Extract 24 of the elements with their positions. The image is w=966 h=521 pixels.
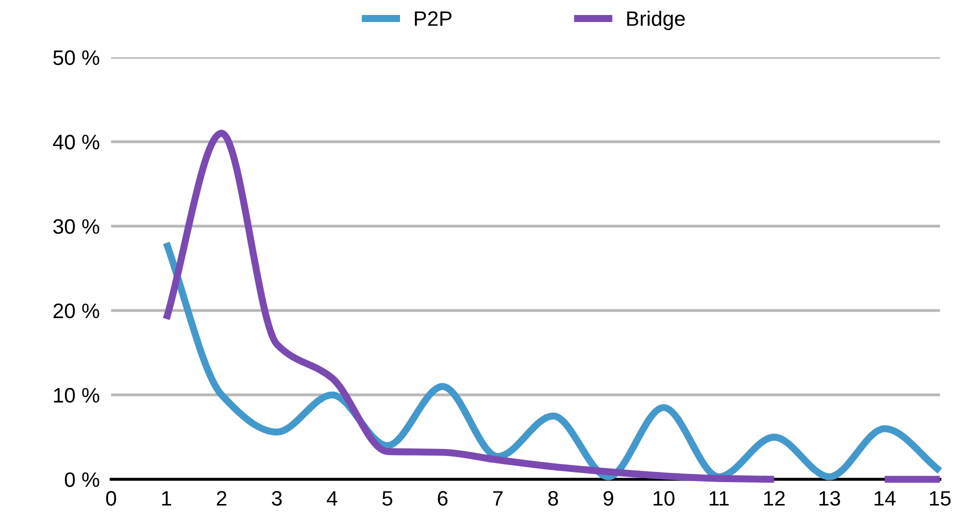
x-tick-label: 3 — [272, 490, 282, 506]
x-tick-label: 2 — [216, 490, 226, 506]
x-tick-label: 14 — [874, 491, 896, 506]
y-tick-label: 50 % — [53, 50, 100, 66]
x-tick-label: 5 — [382, 491, 392, 506]
y-tick-label: 0 % — [64, 472, 100, 488]
x-tick-label: 0 — [106, 490, 116, 506]
x-tick-label: 6 — [438, 490, 448, 506]
x-tick-label: 11 — [710, 491, 729, 506]
y-tick-label: 30 % — [53, 219, 100, 234]
legend-label: P2P — [414, 11, 452, 26]
x-tick-label: 7 — [493, 491, 503, 506]
x-tick-label: 4 — [326, 491, 338, 506]
x-tick-label: 13 — [819, 490, 840, 506]
x-tick-label: 10 — [654, 490, 674, 506]
y-tick-label: 20 % — [54, 304, 100, 318]
x-tick-label: 9 — [604, 490, 614, 506]
legend-label: Bridge — [627, 10, 685, 30]
y-tick-label: 40 % — [52, 134, 100, 150]
y-tick-label: 10 % — [54, 388, 100, 403]
x-tick-label: 12 — [764, 490, 785, 506]
x-tick-label: 15 — [930, 491, 951, 506]
x-tick-label: 1 — [162, 491, 172, 506]
x-tick-label: 8 — [548, 490, 558, 506]
